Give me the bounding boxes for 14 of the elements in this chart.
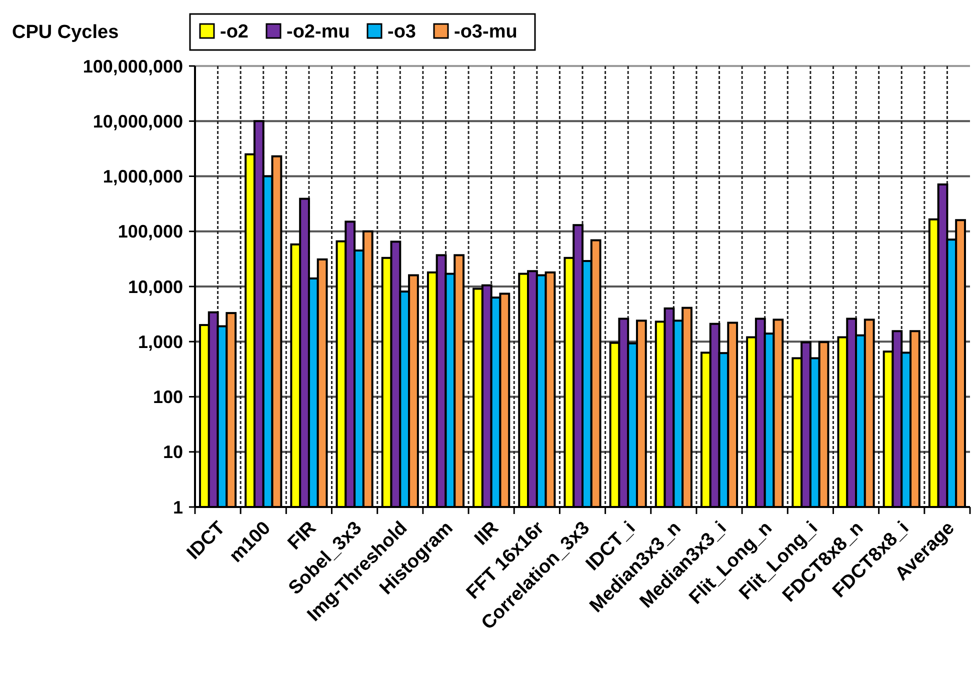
y-axis-title: CPU Cycles — [12, 22, 119, 43]
y-tick-label: 10 — [162, 442, 183, 462]
y-tick-label: 100 — [152, 387, 183, 408]
legend-label: -o3 — [388, 22, 416, 43]
y-tick-label: 100,000 — [118, 222, 183, 242]
y-tick-label: 10,000 — [128, 276, 183, 297]
y-tick-label: 10,000,000 — [92, 111, 183, 132]
legend-label: -o2-mu — [286, 22, 350, 43]
y-tick-label: 1,000 — [138, 332, 183, 352]
y-tick-label: 1,000,000 — [102, 166, 183, 187]
legend-label: -o2 — [220, 22, 248, 43]
legend-label: -o3-mu — [454, 22, 518, 43]
y-tick-label: 1 — [172, 497, 183, 518]
y-tick-label: 100,000,000 — [82, 56, 183, 76]
